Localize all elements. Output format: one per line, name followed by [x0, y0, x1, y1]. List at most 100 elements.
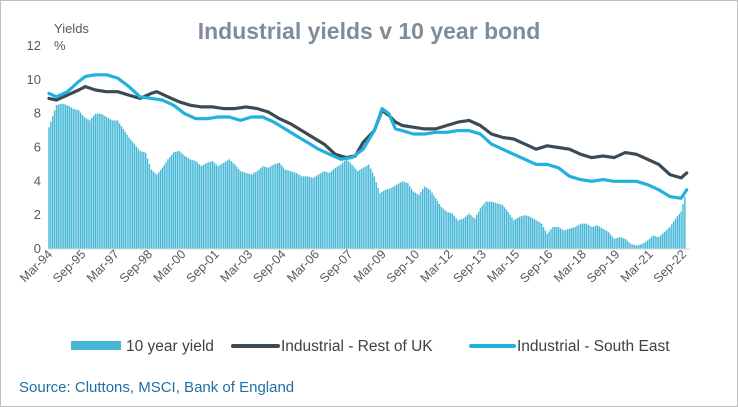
bar-10-year-yield	[66, 105, 69, 249]
bar-10-year-yield	[453, 215, 456, 249]
bars-10-year-yield	[48, 103, 686, 250]
bar-10-year-yield	[236, 166, 238, 249]
bar-10-year-yield	[50, 121, 52, 249]
bar-10-year-yield	[682, 204, 684, 249]
bar-10-year-yield	[676, 216, 679, 249]
bar-10-year-yield	[72, 108, 74, 249]
bar-10-year-yield	[529, 216, 532, 249]
bar-10-year-yield	[674, 218, 677, 249]
bar-10-year-yield	[567, 229, 569, 249]
bar-10-year-yield	[503, 207, 506, 249]
bar-10-year-yield	[658, 237, 660, 249]
bar-10-year-yield	[293, 172, 296, 249]
chart-title: Industrial yields v 10 year bond	[198, 18, 541, 44]
bar-10-year-yield	[92, 115, 95, 249]
bar-10-year-yield	[74, 109, 76, 250]
bar-10-year-yield	[53, 110, 56, 249]
bar-10-year-yield	[487, 201, 489, 249]
bar-10-year-yield	[423, 186, 426, 249]
bar-10-year-yield	[63, 104, 65, 249]
bar-10-year-yield	[611, 236, 614, 249]
bar-10-year-yield	[52, 116, 54, 249]
bar-10-year-yield	[288, 170, 290, 249]
bar-10-year-yield	[146, 158, 149, 249]
bar-10-year-yield	[187, 158, 190, 249]
bar-10-year-yield	[626, 240, 628, 249]
bar-10-year-yield	[144, 152, 147, 249]
x-tick-label: Sep-04	[250, 247, 288, 285]
bar-10-year-yield	[202, 164, 205, 249]
bar-10-year-yield	[462, 218, 465, 249]
bar-10-year-yield	[353, 166, 355, 249]
bar-10-year-yield	[475, 215, 478, 249]
bar-10-year-yield	[366, 165, 368, 249]
bar-10-year-yield	[379, 193, 381, 249]
bar-10-year-yield	[55, 105, 58, 249]
y-axis-label-line1: Yields	[54, 21, 89, 36]
bar-10-year-yield	[347, 161, 350, 249]
bar-10-year-yield	[262, 166, 264, 249]
bar-10-year-yield	[143, 152, 145, 249]
bar-10-year-yield	[568, 228, 571, 249]
bar-10-year-yield	[591, 226, 593, 249]
bar-10-year-yield	[444, 210, 446, 249]
y-axis-label-line2: %	[54, 38, 66, 53]
bar-10-year-yield	[104, 115, 106, 249]
bar-10-year-yield	[267, 167, 270, 249]
bar-10-year-yield	[425, 187, 428, 249]
bar-10-year-yield	[241, 171, 244, 249]
bar-10-year-yield	[377, 187, 379, 249]
bar-10-year-yield	[630, 243, 632, 249]
bar-10-year-yield	[152, 171, 154, 249]
bar-10-year-yield	[342, 162, 344, 249]
bar-10-year-yield	[600, 227, 602, 249]
bar-10-year-yield	[213, 162, 216, 249]
bar-10-year-yield	[663, 232, 666, 249]
bar-10-year-yield	[604, 229, 606, 249]
bar-10-year-yield	[189, 159, 191, 249]
bar-10-year-yield	[141, 151, 143, 249]
bar-10-year-yield	[223, 162, 225, 249]
bar-10-year-yield	[539, 222, 541, 249]
bar-10-year-yield	[65, 104, 67, 249]
bar-10-year-yield	[306, 176, 309, 249]
bar-10-year-yield	[615, 238, 617, 249]
bar-10-year-yield	[286, 170, 288, 249]
bar-10-year-yield	[249, 174, 251, 249]
bar-10-year-yield	[304, 176, 307, 249]
bar-10-year-yield	[403, 181, 405, 249]
bar-10-year-yield	[481, 206, 483, 249]
bar-10-year-yield	[81, 114, 84, 249]
bar-10-year-yield	[290, 171, 292, 249]
bar-10-year-yield	[455, 218, 457, 249]
bar-10-year-yield	[485, 201, 487, 249]
bar-10-year-yield	[371, 172, 374, 249]
legend-swatch-10-year-yield	[71, 341, 121, 350]
x-tick-label: Sep-22	[651, 247, 689, 285]
bar-10-year-yield	[516, 217, 519, 249]
bar-10-year-yield	[327, 172, 329, 249]
bar-10-year-yield	[535, 220, 537, 249]
bar-10-year-yield	[373, 176, 376, 249]
bar-10-year-yield	[299, 175, 301, 249]
bar-10-year-yield	[492, 202, 495, 249]
bar-10-year-yield	[527, 216, 530, 249]
bar-10-year-yield	[316, 175, 318, 249]
bar-10-year-yield	[139, 150, 141, 249]
bar-10-year-yield	[124, 131, 126, 249]
bar-10-year-yield	[78, 110, 80, 250]
bar-10-year-yield	[619, 237, 621, 249]
bar-10-year-yield	[321, 172, 324, 249]
bar-10-year-yield	[574, 226, 576, 249]
bar-10-year-yield	[263, 166, 266, 249]
bar-10-year-yield	[494, 202, 496, 249]
bar-10-year-yield	[219, 164, 221, 249]
bar-10-year-yield	[252, 173, 255, 249]
bar-10-year-yield	[410, 188, 413, 249]
bar-10-year-yield	[154, 172, 156, 249]
bar-10-year-yield	[684, 196, 686, 249]
x-tick-label: Sep-19	[584, 247, 622, 285]
y-tick-label-4: 4	[34, 173, 41, 188]
bar-10-year-yield	[83, 117, 86, 249]
bar-10-year-yield	[639, 244, 641, 249]
